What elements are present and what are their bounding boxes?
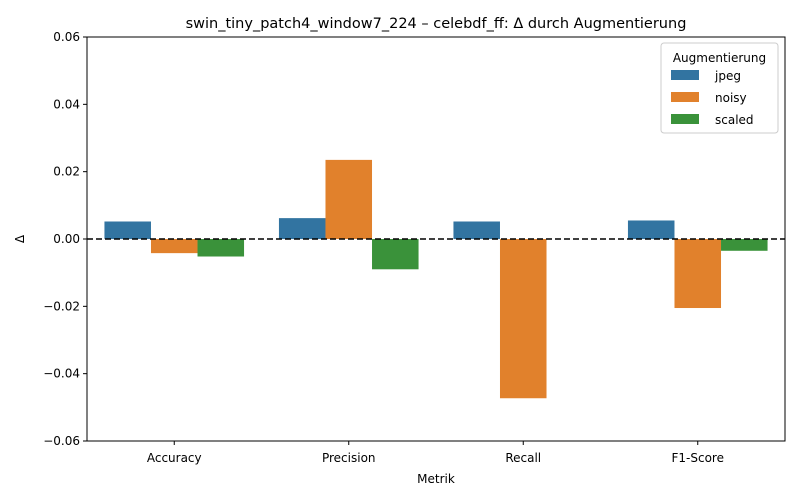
bar-noisy-recall — [499, 239, 547, 399]
bar-noisy-precision — [325, 159, 373, 239]
bar-scaled-accuracy — [197, 239, 245, 257]
bar-jpeg-precision — [278, 218, 326, 239]
x-tick-label: F1-Score — [672, 451, 724, 465]
chart-title: swin_tiny_patch4_window7_224 – celebdf_f… — [186, 16, 687, 32]
legend-swatch-scaled — [671, 114, 699, 124]
legend-label-jpeg: jpeg — [714, 69, 741, 83]
bar-jpeg-recall — [453, 221, 500, 239]
bar-noisy-accuracy — [150, 239, 198, 254]
bar-noisy-f1-score — [674, 239, 722, 309]
legend-label-scaled: scaled — [715, 113, 754, 127]
bars-group — [104, 159, 768, 399]
legend-box — [660, 42, 779, 134]
y-tick-label: 0.04 — [53, 97, 80, 111]
y-tick-label: −0.04 — [43, 367, 80, 381]
x-tick-label: Precision — [322, 451, 376, 465]
y-tick-label: 0.02 — [53, 165, 80, 179]
y-tick-label: 0.00 — [53, 232, 80, 246]
legend-label-noisy: noisy — [715, 91, 747, 105]
y-axis-label: Δ — [13, 234, 27, 243]
legend: Augmentierung jpeg noisy scaled — [660, 42, 779, 134]
y-tick-label: −0.02 — [43, 299, 80, 313]
y-tick-label: −0.06 — [43, 434, 80, 448]
bar-jpeg-accuracy — [104, 221, 151, 239]
y-tick-label: 0.06 — [53, 30, 80, 44]
x-axis-label: Metrik — [417, 472, 455, 486]
x-tick-label: Recall — [505, 451, 541, 465]
legend-items: jpeg noisy scaled — [671, 69, 754, 127]
legend-swatch-jpeg — [671, 70, 699, 80]
legend-title: Augmentierung — [673, 51, 766, 65]
bar-scaled-f1-score — [721, 239, 768, 251]
x-axis: Accuracy Precision Recall F1-Score — [147, 441, 724, 465]
plot-frame — [86, 36, 786, 442]
y-axis: −0.06 −0.04 −0.02 0.00 0.02 0.04 0.06 — [43, 30, 87, 448]
bar-jpeg-f1-score — [627, 220, 675, 239]
legend-swatch-noisy — [671, 92, 699, 102]
x-tick-label: Accuracy — [147, 451, 202, 465]
bar-scaled-precision — [372, 239, 419, 270]
